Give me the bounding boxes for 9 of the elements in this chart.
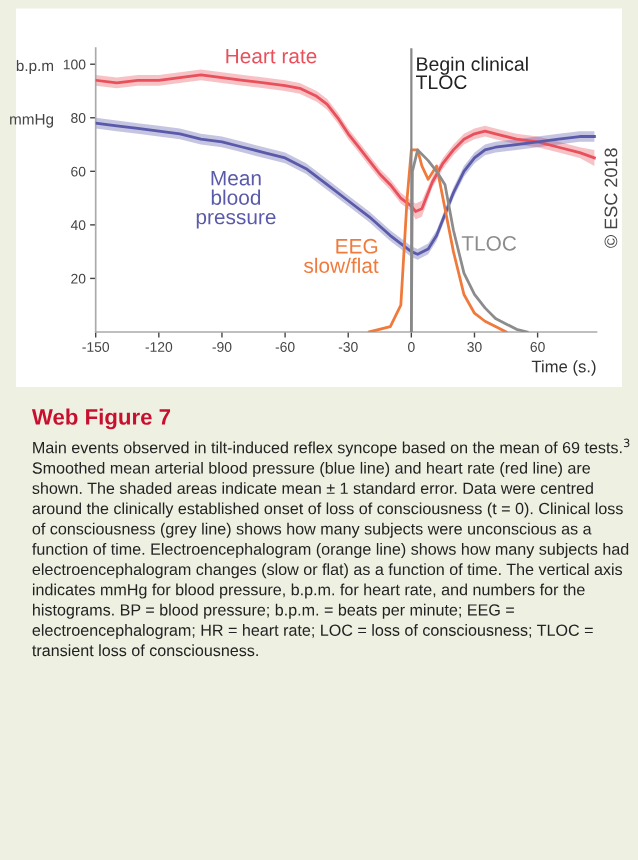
text: Web Figure 7	[31, 408, 171, 430]
series-label: Heart rate	[226, 48, 317, 64]
series-label: EEG slow/flat	[303, 238, 379, 274]
x-axis-title: Time (s.)	[531, 360, 596, 376]
series-label: TLOC	[461, 236, 517, 251]
ref-line-label: Begin clinical TLOC	[416, 56, 528, 90]
text: Main events observed in tilt-induced reflex syncope based on the mean of 69 tests.$^{3}$ Smoothed mean arterial blood pressure (blue line) and heart rate (red line) are shown. The shaded areas indicate mean ± 1 standard error. Data were centred around the clinically established onset of loss of consciousness (t = 0). Clinical loss of consciousness (grey line) shows how many subjects were unconscious as a function of time. Electroencephalogram (orange line) shows how many subjects had electroencephalogram changes (slow or flat) as a function of time. The vertical axis indicates mmHg for blood pressure, b.p.m. for heart rate, and numbers for the histograms. BP = blood pressure; b.p.m. = beats per minute; EEG = electroencephalogram; HR = heart rate; LOC = loss of consciousness; TLOC = transient loss of consciousness.	[32, 438, 630, 657]
text: © ESC 2018	[604, 148, 618, 248]
series-label: Mean blood pressure	[196, 170, 276, 229]
